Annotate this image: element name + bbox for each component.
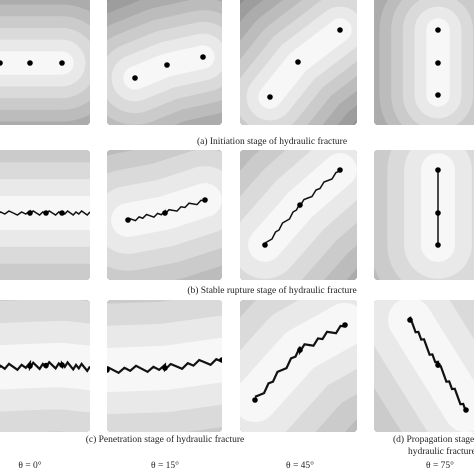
injection-hole: [27, 210, 33, 216]
injection-hole: [337, 27, 343, 33]
injection-hole: [297, 347, 303, 353]
simulation-panel: [240, 150, 357, 280]
simulation-panel: [374, 300, 474, 432]
injection-hole: [125, 217, 131, 223]
injection-hole: [435, 27, 441, 33]
injection-hole: [435, 362, 441, 368]
injection-hole: [202, 197, 208, 203]
injection-hole: [59, 362, 65, 368]
injection-hole: [27, 60, 33, 66]
injection-hole: [27, 363, 33, 369]
injection-hole: [435, 210, 441, 216]
injection-hole: [0, 60, 3, 66]
injection-hole: [435, 92, 441, 98]
injection-hole: [162, 210, 168, 216]
angle-label: θ = 15°: [151, 460, 179, 471]
injection-hole: [267, 94, 273, 100]
injection-hole: [252, 397, 258, 403]
injection-hole: [435, 167, 441, 173]
injection-hole: [43, 210, 49, 216]
simulation-panel: [374, 150, 474, 280]
caption: (a) Initiation stage of hydraulic fractu…: [197, 136, 347, 147]
injection-hole: [59, 210, 65, 216]
injection-hole: [162, 365, 168, 371]
panels: [0, 0, 474, 432]
injection-hole: [132, 75, 138, 81]
simulation-panel: [0, 300, 90, 432]
injection-hole: [342, 322, 348, 328]
simulation-panel: [240, 300, 357, 432]
injection-hole: [262, 242, 268, 248]
simulation-panel: [240, 0, 357, 125]
simulation-panel: [107, 0, 222, 125]
simulation-panel: [107, 150, 222, 280]
injection-hole: [407, 317, 413, 323]
angle-label: θ = 0°: [18, 460, 41, 471]
caption: (d) Propagation stage of: [393, 434, 474, 445]
injection-hole: [219, 357, 222, 363]
simulation-panel: [374, 0, 474, 125]
caption: hydraulic fracture: [408, 446, 474, 457]
caption: (c) Penetration stage of hydraulic fract…: [86, 434, 245, 445]
injection-hole: [435, 242, 441, 248]
injection-hole: [43, 362, 49, 369]
injection-hole: [297, 202, 303, 208]
caption: (b) Stable rupture stage of hydraulic fr…: [187, 285, 356, 296]
angle-label: θ = 75°: [426, 460, 454, 471]
simulation-panel: [107, 300, 222, 432]
injection-hole: [463, 407, 469, 413]
injection-hole: [59, 60, 65, 66]
injection-hole: [164, 62, 170, 68]
injection-hole: [295, 59, 301, 65]
simulation-panel: [0, 150, 90, 280]
angle-label: θ = 45°: [286, 460, 314, 471]
simulation-panel: [0, 0, 90, 125]
injection-hole: [337, 167, 343, 173]
injection-hole: [107, 367, 110, 373]
injection-hole: [200, 54, 206, 60]
injection-hole: [435, 60, 441, 66]
